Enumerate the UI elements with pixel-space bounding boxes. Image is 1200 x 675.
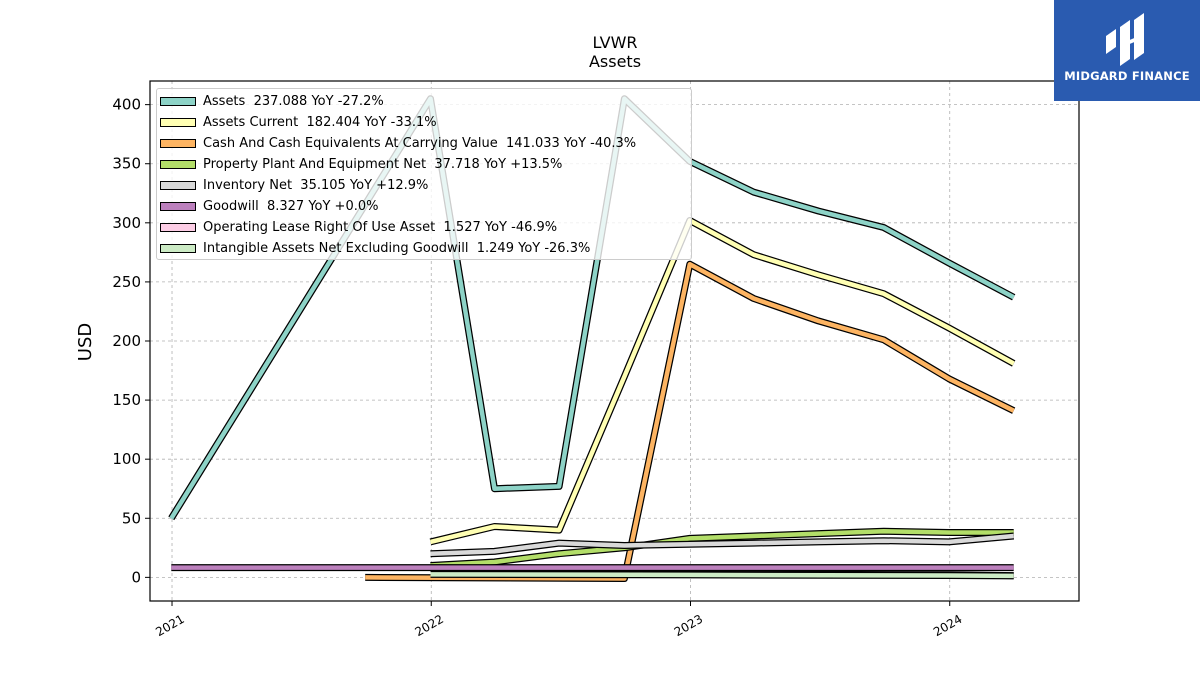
y-tick-label: 0 (131, 568, 141, 586)
y-tick-label: 350 (112, 155, 141, 173)
series-line (430, 572, 1014, 579)
legend-label: Operating Lease Right Of Use Asset 1.527… (203, 219, 558, 235)
series-outline (429, 217, 1016, 546)
series-line (430, 529, 1014, 568)
logo-mark-icon (1106, 13, 1144, 66)
x-tick-label: 2024 (931, 612, 964, 639)
legend-swatch (160, 243, 196, 253)
series-line (429, 218, 1015, 545)
series-line (430, 533, 1014, 556)
series-2 (429, 217, 1016, 546)
legend-label: Intangible Assets Net Excluding Goodwill… (203, 240, 591, 256)
legend-label: Assets Current 182.404 YoY -33.1% (203, 114, 437, 130)
legend-swatch (160, 201, 196, 211)
legend-swatch (160, 159, 196, 169)
legend-item: Property Plant And Equipment Net 37.718 … (160, 154, 562, 174)
logo-text: MIDGARD FINANCE (1064, 69, 1190, 83)
legend-label: Goodwill 8.327 YoY +0.0% (203, 198, 379, 214)
series-3 (365, 260, 1016, 582)
legend: Assets 237.088 YoY -27.2% Assets Current … (156, 88, 692, 260)
legend-swatch (160, 96, 196, 106)
y-tick-label: 100 (112, 450, 141, 468)
legend-item: Cash And Cash Equivalents At Carrying Va… (160, 133, 636, 153)
y-tick-label: 400 (112, 96, 141, 114)
legend-item: Assets Current 182.404 YoY -33.1% (160, 112, 437, 132)
series-4 (430, 527, 1014, 569)
legend-swatch (160, 138, 196, 148)
brand-logo: MIDGARD FINANCE (1054, 0, 1200, 101)
legend-label: Assets 237.088 YoY -27.2% (203, 93, 384, 109)
legend-label: Property Plant And Equipment Net 37.718 … (203, 156, 563, 172)
legend-label: Cash And Cash Equivalents At Carrying Va… (203, 135, 637, 151)
y-tick-label: 300 (112, 214, 141, 232)
y-tick-label: 250 (112, 273, 141, 291)
legend-swatch (160, 180, 196, 190)
legend-swatch (160, 222, 196, 232)
y-tick-label: 200 (112, 332, 141, 350)
legend-item: Intangible Assets Net Excluding Goodwill… (160, 238, 590, 258)
legend-label: Inventory Net 35.105 YoY +12.9% (203, 177, 429, 193)
series-5 (430, 532, 1015, 558)
x-tick-label: 2022 (413, 612, 446, 639)
legend-swatch (160, 117, 196, 127)
y-axis-label: USD (75, 323, 96, 361)
x-tick-label: 2021 (153, 612, 186, 639)
y-tick-label: 150 (112, 391, 141, 409)
legend-item: Goodwill 8.327 YoY +0.0% (160, 196, 378, 216)
y-tick-label: 50 (122, 509, 141, 527)
legend-item: Assets 237.088 YoY -27.2% (160, 91, 384, 111)
legend-item: Operating Lease Right Of Use Asset 1.527… (160, 217, 557, 237)
chart-title: LVWR (592, 33, 637, 52)
legend-item: Inventory Net 35.105 YoY +12.9% (160, 175, 428, 195)
chart-subtitle: Assets (589, 52, 641, 71)
series-8 (430, 570, 1014, 580)
x-tick-label: 2023 (672, 612, 705, 639)
series-line (365, 261, 1015, 581)
